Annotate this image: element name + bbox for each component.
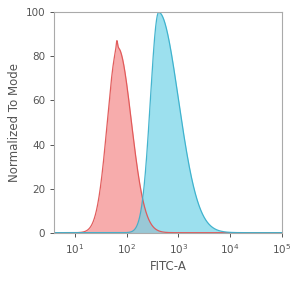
Y-axis label: Normalized To Mode: Normalized To Mode <box>8 63 21 182</box>
X-axis label: FITC-A: FITC-A <box>150 260 187 273</box>
